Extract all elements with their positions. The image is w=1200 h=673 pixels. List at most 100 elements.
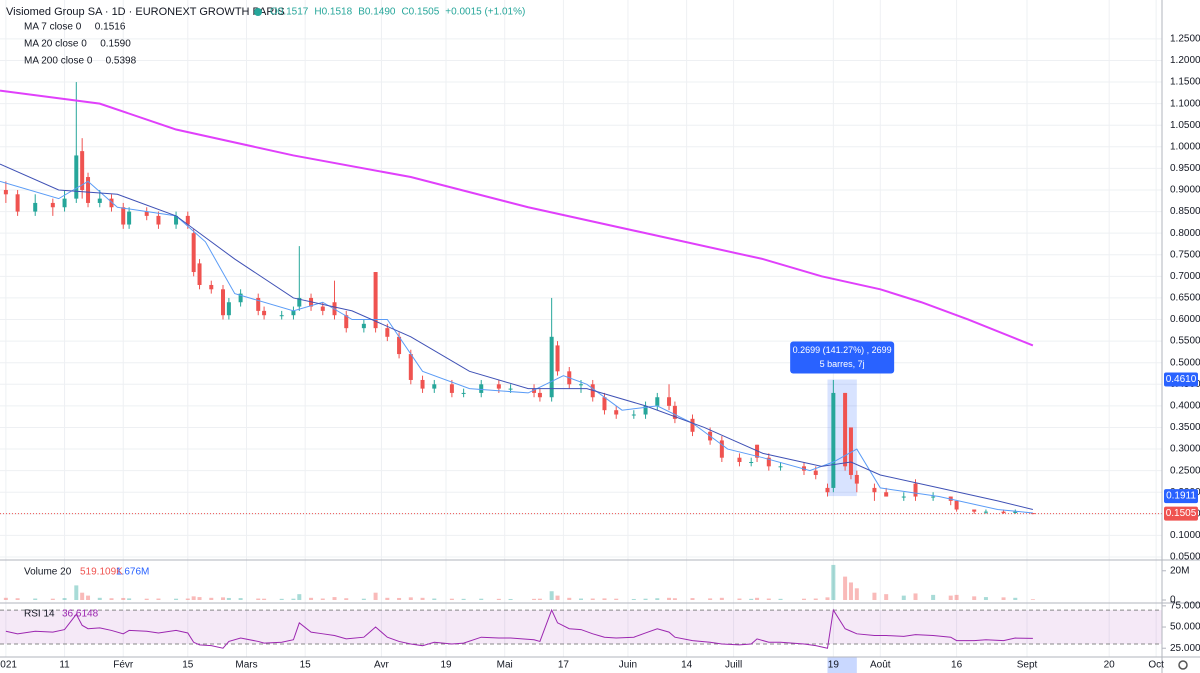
volume-bar — [749, 598, 754, 600]
volume-bar — [972, 596, 977, 600]
candle-body — [191, 233, 196, 273]
volume-bar — [185, 598, 190, 600]
volume-bar — [15, 598, 20, 600]
candle-body — [3, 189, 8, 195]
volume-bar — [672, 598, 677, 600]
x-tick-label: Avr — [374, 660, 389, 671]
volume-bar — [156, 598, 161, 600]
volume-bar — [901, 595, 906, 600]
candle-body — [1013, 511, 1018, 513]
candle-body — [86, 177, 91, 203]
volume-bar — [532, 598, 537, 600]
y-tick-label: 0.7000 — [1170, 271, 1200, 282]
candle-body — [50, 202, 55, 208]
volume-bar — [555, 595, 560, 600]
volume-bar — [766, 598, 771, 600]
volume-bar — [97, 597, 102, 600]
rsi-band — [0, 610, 1162, 644]
x-tick-label: Sept — [1017, 660, 1038, 671]
x-tick-label: Juin — [619, 660, 637, 671]
x-tick-label: Août — [870, 660, 891, 671]
x-tick-label: Juill — [725, 660, 742, 671]
volume-bar — [778, 598, 783, 600]
candle-body — [825, 487, 830, 493]
candle-body — [549, 336, 554, 398]
volume-bar — [461, 598, 466, 600]
x-tick-label: Févr — [113, 660, 134, 671]
measure-subtext: 5 barres, 7j — [820, 359, 865, 369]
candle-body — [297, 297, 302, 307]
volume-title: Volume 20 — [24, 567, 72, 578]
legend-name: MA 20 close 0 — [24, 39, 87, 50]
volume-bar — [590, 598, 595, 600]
candle-body — [185, 215, 190, 225]
volume-bar — [737, 598, 742, 600]
volume-bar — [667, 597, 672, 600]
volume-bar — [549, 591, 554, 600]
candle-body — [496, 384, 501, 389]
x-tick-label: 19 — [440, 660, 452, 671]
ohlc-label: O0.1517 — [270, 7, 309, 18]
volume-bar — [50, 598, 55, 600]
candle-body — [766, 457, 771, 467]
volume-bar — [420, 597, 425, 600]
candle-body — [872, 487, 877, 493]
measure-box — [790, 341, 895, 374]
volume-bar — [408, 597, 413, 600]
candle-body — [209, 284, 214, 290]
volume-bar — [309, 597, 314, 600]
volume-bar — [33, 598, 38, 600]
x-tick-label: Mars — [235, 660, 257, 671]
candle-body — [532, 388, 537, 393]
candle-body — [62, 198, 67, 208]
legend-name: MA 7 close 0 — [24, 22, 82, 33]
price-label-box — [1164, 372, 1198, 387]
rsi-tick-label: 75.0000 — [1170, 600, 1200, 611]
volume-bar — [344, 598, 349, 600]
measure-text: 0.2699 (141.27%) , 2699 — [793, 345, 892, 355]
price-label: 0.1911 — [1166, 491, 1196, 502]
status-dot — [254, 8, 262, 16]
ma-line — [0, 163, 1034, 510]
candle-body — [737, 457, 742, 463]
x-tick-label: 14 — [681, 660, 693, 671]
y-tick-label: 0.9000 — [1170, 185, 1200, 196]
x-tick-label: 15 — [182, 660, 194, 671]
volume-bar — [238, 598, 243, 600]
candle-body — [813, 470, 818, 475]
y-tick-label: 1.2500 — [1170, 34, 1200, 45]
candle-body — [127, 211, 132, 225]
candle-body — [537, 392, 542, 398]
candle-body — [854, 474, 859, 484]
ohlc-label: C0.1505 — [401, 7, 439, 18]
legend-name: MA 200 close 0 — [24, 56, 93, 67]
candle-body — [408, 354, 413, 380]
candle-body — [256, 297, 261, 311]
volume-bar — [843, 576, 848, 600]
volume-bar — [385, 597, 390, 600]
volume-bar — [813, 598, 818, 600]
x-tick-label: 2021 — [0, 660, 17, 671]
candle-body — [749, 462, 754, 464]
candle-body — [614, 410, 619, 415]
candle-body — [631, 414, 636, 416]
volume-bar — [508, 598, 513, 600]
y-tick-label: 1.1500 — [1170, 77, 1200, 88]
legend-value: 0.1590 — [100, 39, 131, 50]
volume-tick-label: 20M — [1170, 565, 1189, 576]
settings-icon[interactable] — [1178, 660, 1188, 670]
candle-body — [848, 427, 853, 475]
candle-body — [831, 392, 836, 488]
y-tick-label: 0.7500 — [1170, 249, 1200, 260]
volume-bar — [614, 598, 619, 600]
volume-bar — [432, 598, 437, 600]
ohlc-label: B0.1490 — [358, 7, 396, 18]
volume-bar — [479, 598, 484, 600]
volume-bar — [884, 594, 889, 600]
volume-bar — [537, 598, 542, 600]
rsi-tick-label: 25.0000 — [1170, 643, 1200, 654]
volume-bar — [802, 598, 807, 600]
